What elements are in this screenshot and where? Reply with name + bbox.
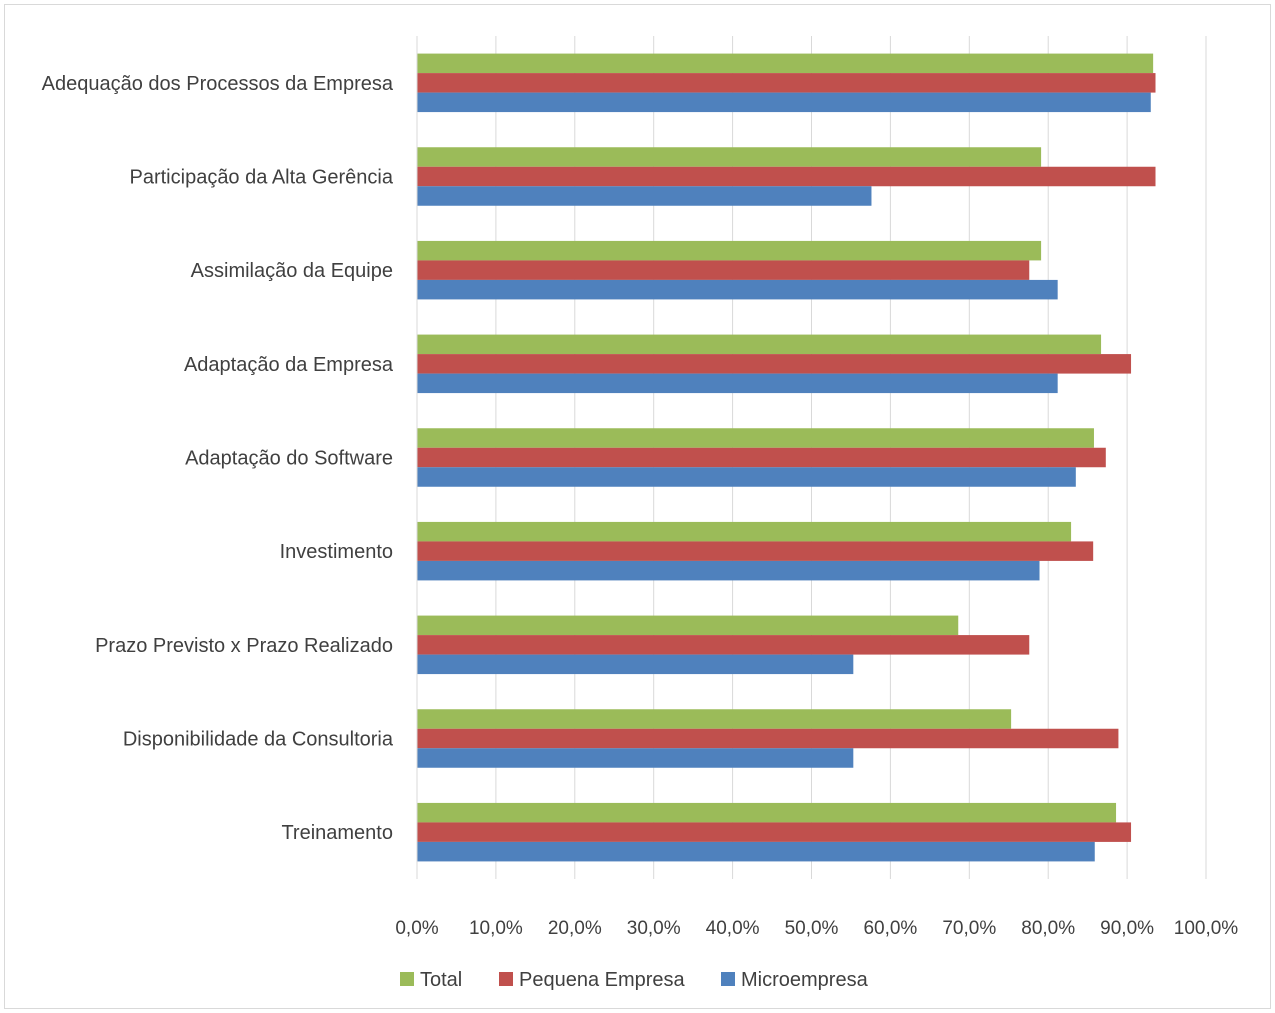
x-tick-label: 30,0% — [627, 918, 681, 939]
bar-pequena-empresa — [417, 73, 1156, 93]
bar-pequena-empresa — [417, 354, 1132, 374]
x-tick-label: 0,0% — [395, 918, 438, 939]
bar-pequena-empresa — [417, 166, 1156, 187]
bar-pequena-empresa — [417, 822, 1132, 842]
x-tick-label: 70,0% — [942, 918, 996, 939]
bar-microempresa — [417, 186, 872, 206]
legend-label: Pequena Empresa — [519, 969, 686, 991]
bar-total — [417, 521, 1072, 542]
category-label: Participação da Alta Gerência — [130, 167, 394, 189]
legend-swatch — [721, 972, 735, 986]
category-label: Adequação dos Processos da Empresa — [42, 73, 394, 95]
category-label: Investimento — [280, 541, 393, 563]
bar-total — [417, 147, 1042, 167]
category-label: Adaptação da Empresa — [184, 354, 394, 376]
x-tick-label: 40,0% — [706, 918, 760, 939]
bar-total — [417, 709, 1012, 729]
x-tick-label: 20,0% — [548, 918, 602, 939]
bar-microempresa — [417, 279, 1058, 300]
bar-microempresa — [417, 654, 854, 675]
bar-pequena-empresa — [417, 260, 1030, 280]
bar-microempresa — [417, 92, 1151, 113]
x-tick-label: 100,0% — [1174, 918, 1239, 939]
bar-pequena-empresa — [417, 728, 1119, 749]
x-tick-label: 80,0% — [1021, 918, 1075, 939]
bar-total — [417, 53, 1154, 74]
bar-pequena-empresa — [417, 635, 1030, 655]
category-label: Adaptação do Software — [185, 448, 393, 470]
x-tick-label: 50,0% — [785, 918, 839, 939]
bar-microempresa — [417, 560, 1040, 581]
category-label: Treinamento — [281, 822, 393, 844]
legend-label: Microempresa — [741, 969, 869, 991]
legend-swatch — [400, 972, 414, 986]
x-tick-label: 60,0% — [863, 918, 917, 939]
bar-total — [417, 615, 959, 636]
legend-label: Total — [420, 969, 462, 991]
bar-microempresa — [417, 841, 1095, 862]
bar-pequena-empresa — [417, 541, 1094, 561]
category-label: Assimilação da Equipe — [191, 260, 393, 282]
x-tick-label: 90,0% — [1100, 918, 1154, 939]
x-tick-label: 10,0% — [469, 918, 523, 939]
bar-pequena-empresa — [417, 447, 1106, 468]
bar-total — [417, 428, 1094, 448]
bar-microempresa — [417, 467, 1076, 487]
legend-swatch — [499, 972, 513, 986]
bar-microempresa — [417, 373, 1058, 394]
bar-microempresa — [417, 748, 854, 768]
bar-total — [417, 240, 1042, 261]
category-label: Disponibilidade da Consultoria — [123, 729, 394, 751]
bar-total — [417, 334, 1102, 355]
category-label: Prazo Previsto x Prazo Realizado — [95, 635, 393, 657]
bar-total — [417, 802, 1117, 823]
